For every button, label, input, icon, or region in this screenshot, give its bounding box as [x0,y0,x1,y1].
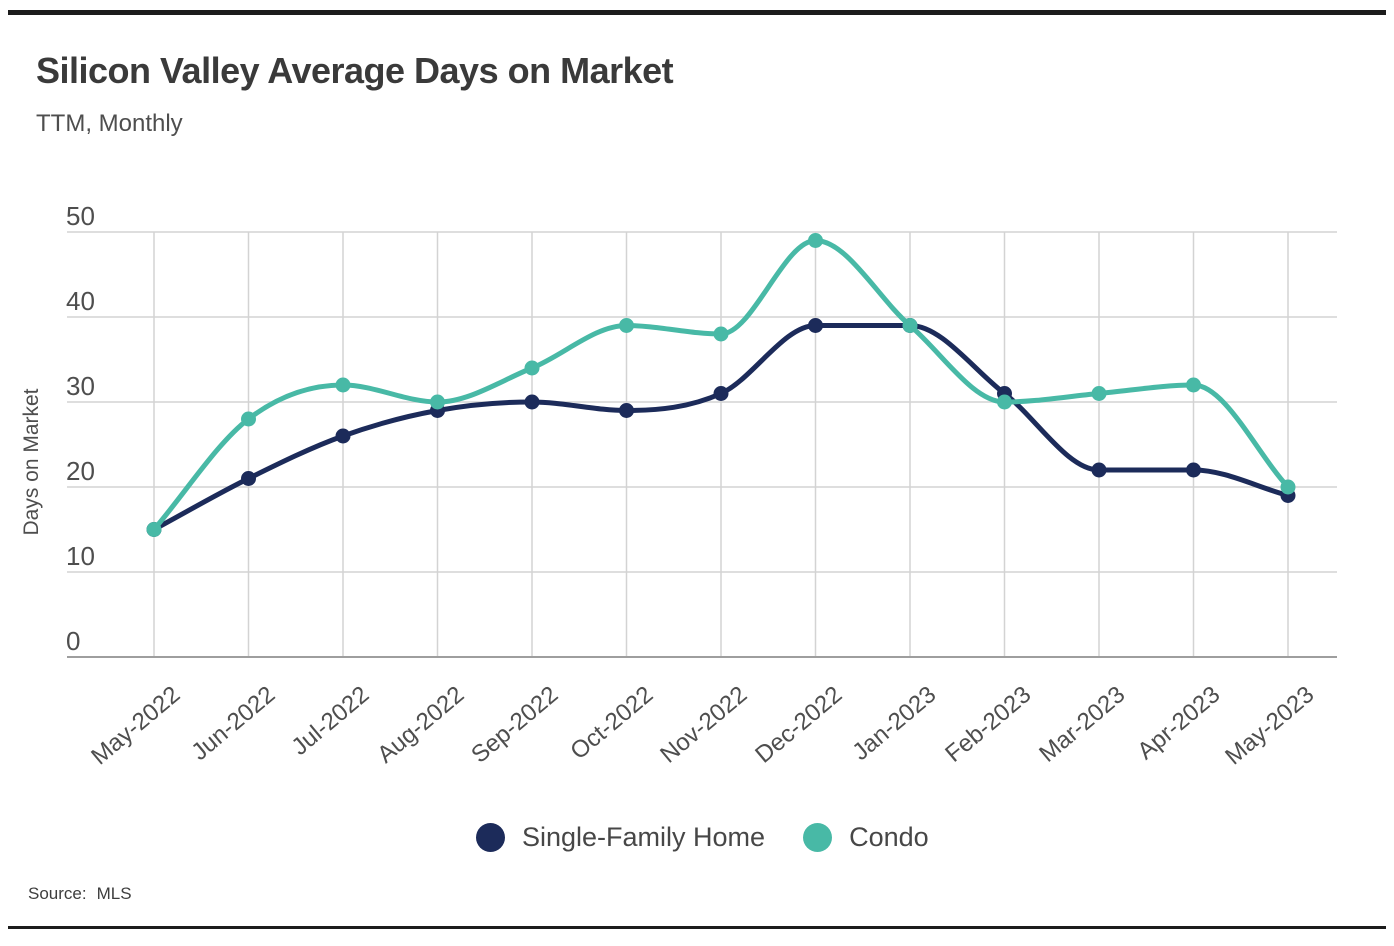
condo-point [241,411,256,427]
condo-point [524,360,540,376]
legend-item-single-family-home: Single-Family Home [476,822,765,853]
single-family-home-point [713,386,729,401]
legend-marker-single-family-home [476,823,505,852]
legend-label: Condo [849,822,929,852]
legend-label: Single-Family Home [522,822,766,852]
source-note: Source: MLS [28,884,142,904]
y-tick-label: 20 [66,456,95,486]
single-family-home-point [1186,462,1201,478]
chart-subtitle: TTM, Monthly [36,110,183,137]
y-tick-label: 50 [66,201,95,231]
legend-marker-condo [803,823,833,852]
legend: Single-Family Home Condo [476,822,929,853]
y-tick-label: 0 [66,626,81,656]
y-tick-label: 30 [66,371,95,401]
condo-point [713,326,729,342]
y-tick-label: 40 [66,286,95,316]
single-family-home-point [524,394,540,410]
source-value: MLS [96,884,132,903]
legend-item-condo: Condo [803,822,929,853]
condo-point [430,394,445,410]
single-family-home-point [1091,462,1107,478]
single-family-home-point [335,428,351,444]
condo-point [619,318,634,333]
single-family-home-point [808,318,823,333]
condo-point [1186,377,1201,393]
condo-point [902,318,918,333]
condo-point [146,522,162,537]
condo-point [1091,386,1107,401]
single-family-home-point [619,403,634,418]
condo-point [808,233,823,248]
bottom-rule [8,926,1386,929]
top-rule [8,10,1386,15]
condo-point [335,377,351,393]
single-family-home-point [241,471,256,486]
chart-title: Silicon Valley Average Days on Market [36,50,674,91]
source-label: Source: [28,884,87,903]
condo-point [1280,479,1296,495]
condo-point [997,394,1012,410]
y-tick-label: 10 [66,541,95,571]
